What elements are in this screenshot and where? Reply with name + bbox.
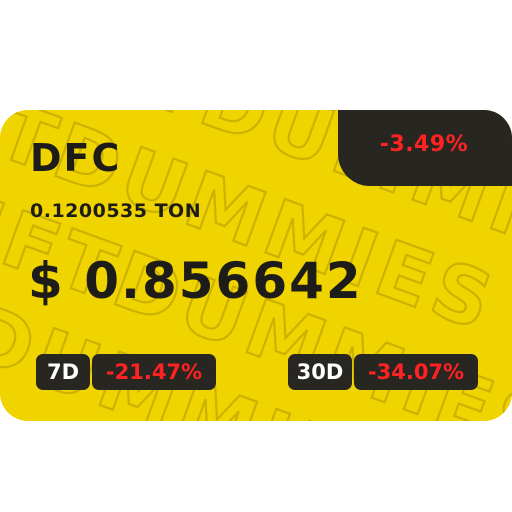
token-symbol: DFC	[30, 136, 122, 180]
change-24h-box: -3.49%	[338, 110, 512, 186]
ton-price: 0.1200535 TON	[30, 200, 202, 222]
usd-price: $ 0.856642	[28, 252, 363, 310]
change-30d-value: -34.07%	[354, 354, 478, 390]
price-card: NFTDUMMIES NFTDUMMIES NFTDUMMIES NFTDUMM…	[0, 110, 512, 421]
change-24h-value: -3.49%	[379, 132, 469, 157]
change-7d-value: -21.47%	[92, 354, 216, 390]
change-7d-label: 7D	[36, 354, 90, 390]
change-30d-label: 30D	[288, 354, 352, 390]
